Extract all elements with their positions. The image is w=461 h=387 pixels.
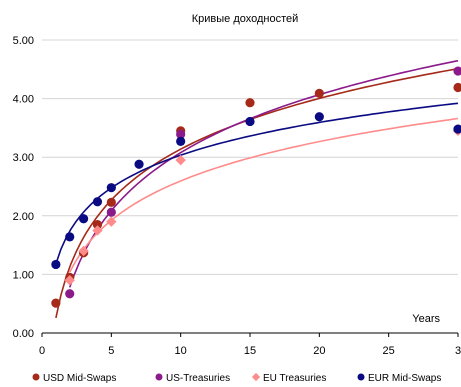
- x-tick-label: 20: [313, 345, 325, 357]
- y-tick-label: 4.00: [13, 94, 34, 106]
- data-point: [314, 88, 324, 98]
- data-point: [453, 124, 461, 134]
- data-point: [51, 298, 61, 308]
- data-point: [92, 197, 103, 207]
- x-tick-label: 3: [455, 345, 461, 357]
- y-tick-label: 2.00: [13, 211, 34, 223]
- chart-title: Кривые доходностей: [192, 13, 299, 25]
- data-point: [106, 197, 116, 207]
- legend-label: US-Treasuries: [166, 373, 230, 384]
- data-point: [453, 82, 461, 93]
- data-point: [245, 98, 255, 108]
- x-axis-label: Years: [412, 313, 440, 325]
- data-point: [175, 154, 186, 166]
- legend-label: USD Mid-Swaps: [43, 373, 116, 384]
- data-point: [245, 116, 255, 127]
- data-point: [106, 207, 116, 217]
- legend-label: EU Treasuries: [263, 373, 326, 384]
- legend-marker: [155, 373, 163, 381]
- legend-label: EUR Mid-Swaps: [368, 373, 441, 384]
- data-point: [65, 232, 75, 242]
- x-tick-label: 25: [383, 345, 395, 357]
- y-tick-label: 3.00: [13, 152, 34, 164]
- data-point: [92, 225, 103, 236]
- data-point: [176, 136, 186, 146]
- x-tick-label: 5: [108, 345, 114, 357]
- trendline: [68, 59, 459, 288]
- data-point: [314, 112, 324, 122]
- legend-marker: [251, 372, 261, 382]
- legend-marker: [32, 373, 40, 381]
- trendline: [68, 117, 459, 273]
- axes: 0.00 1.00 2.00 3.00 4.00 5.00 0 5 10 15 20 25 3: [13, 35, 461, 357]
- trendlines: [55, 59, 459, 319]
- x-tick-label: 0: [39, 345, 45, 357]
- y-tick-label: 1.00: [13, 269, 34, 281]
- data-point: [106, 216, 117, 227]
- data-points: [51, 66, 461, 308]
- trendline: [55, 67, 459, 319]
- data-point: [78, 245, 89, 257]
- data-point: [176, 129, 186, 139]
- data-point: [64, 275, 75, 286]
- y-tick-label: 0.00: [13, 328, 34, 340]
- data-point: [92, 219, 103, 230]
- data-point: [51, 259, 61, 270]
- data-point: [65, 289, 75, 299]
- data-point: [106, 183, 116, 193]
- legend-marker: [357, 373, 365, 381]
- x-tick-label: 15: [244, 345, 256, 357]
- y-tick-label: 5.00: [13, 35, 34, 47]
- data-point: [134, 159, 144, 169]
- data-point: [453, 66, 461, 76]
- trendline: [55, 102, 459, 265]
- legend: USD Mid-Swaps US-Treasuries EU Treasuries E…: [32, 372, 441, 384]
- data-point: [79, 214, 89, 224]
- x-tick-label: 10: [175, 345, 187, 357]
